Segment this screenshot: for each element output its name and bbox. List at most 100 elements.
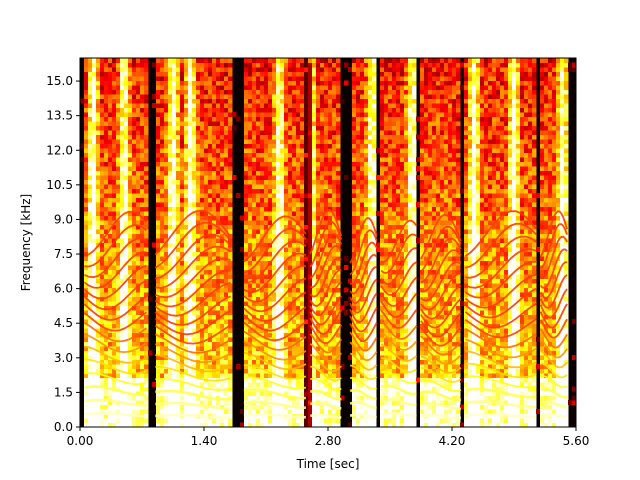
spectrogram-cell [144, 350, 149, 356]
spectrogram-cell [304, 89, 309, 95]
spectrogram-cell [248, 80, 253, 86]
spectrogram-cell [100, 382, 105, 387]
spectrogram-cell [272, 301, 277, 306]
spectrogram-cell [264, 130, 269, 135]
spectrogram-cell [224, 409, 229, 414]
spectrogram-cell [244, 328, 249, 333]
spectrogram-cell [128, 152, 133, 158]
spectrogram-cell [196, 80, 201, 86]
spectrogram-cell [168, 359, 173, 365]
spectrogram-cell [304, 85, 309, 90]
spectrogram-cell [204, 238, 209, 243]
spectrogram-cell [116, 355, 121, 360]
spectrogram-cell [132, 373, 137, 378]
spectrogram-cell [184, 80, 189, 86]
spectrogram-cell [224, 242, 229, 248]
spectrogram-cell [308, 400, 313, 405]
spectrogram-cell [116, 274, 121, 279]
spectrogram-cell [140, 76, 145, 81]
spectrogram-cell [88, 184, 93, 189]
spectrogram-cell [356, 274, 361, 279]
spectrogram-cell [116, 157, 121, 162]
spectrogram-cell [124, 382, 129, 387]
spectrogram-cell [224, 67, 229, 72]
spectrogram-cell [228, 292, 233, 297]
spectrogram-cell [332, 89, 337, 95]
spectrogram-cell [352, 229, 357, 234]
spectrogram-cell [284, 112, 289, 117]
spectrogram-cell [248, 175, 253, 180]
spectrogram-cell [284, 148, 289, 153]
spectrogram-cell [128, 80, 133, 86]
spectrogram-cell [140, 184, 145, 189]
spectrogram-cell [324, 337, 329, 342]
spectrogram-cell [84, 67, 89, 72]
spectrogram-cell [220, 103, 225, 108]
spectrogram-cell [128, 157, 133, 162]
spectrogram-cell [296, 71, 301, 77]
spectrogram-cell [260, 71, 265, 77]
spectrogram-cell [212, 323, 217, 329]
spectrogram-cell [304, 229, 309, 234]
spectrogram-cell [312, 422, 317, 427]
spectrogram-cell [268, 121, 273, 126]
spectrogram-cell [88, 116, 93, 122]
spectrogram-cell [276, 346, 281, 351]
spectrogram-cell [200, 98, 205, 104]
spectrogram-cell [120, 260, 125, 266]
spectrogram-cell [96, 188, 101, 194]
spectrogram-cell [332, 337, 337, 342]
spectrogram-cell [92, 395, 97, 401]
spectrogram-cell [356, 382, 361, 387]
spectrogram-cell [324, 130, 329, 135]
spectrogram-cell [112, 251, 117, 257]
spectrogram-cell [100, 170, 105, 176]
spectrogram-cell [136, 103, 141, 108]
spectrogram-cell [220, 337, 225, 342]
spectrogram-cell [352, 116, 357, 122]
spectrogram-cell [188, 85, 193, 90]
spectrogram-cell [352, 188, 357, 194]
spectrogram-cell [288, 373, 293, 378]
spectrogram-cell [144, 152, 149, 158]
spectrogram-cell [352, 341, 357, 347]
spectrogram-cell [88, 400, 93, 405]
spectrogram-cell [208, 94, 213, 99]
spectrogram-cell [136, 287, 141, 293]
spectrogram-cell [168, 220, 173, 225]
spectrogram-cell [292, 179, 297, 185]
spectrogram-cell [164, 224, 169, 230]
spectrogram-cell [228, 404, 233, 410]
spectrogram-cell [84, 62, 89, 68]
spectrogram-cell [128, 283, 133, 288]
spectrogram-cell [112, 269, 117, 275]
spectrogram-cell [112, 359, 117, 365]
spectrogram-cell [216, 215, 221, 221]
spectrogram-cell [144, 233, 149, 239]
spectrogram-cell [100, 161, 105, 167]
spectrogram-cell [124, 175, 129, 180]
spectrogram-cell [268, 143, 273, 149]
spectrogram-cell [168, 292, 173, 297]
spectrogram-cell [144, 175, 149, 180]
spectrogram-cell [208, 206, 213, 212]
spectrogram-cell [140, 161, 145, 167]
spectrogram-cell [200, 107, 205, 113]
spectrogram-cell [332, 179, 337, 185]
spectrogram-cell [112, 143, 117, 149]
spectrogram-cell [84, 238, 89, 243]
spectrogram-cell [244, 242, 249, 248]
spectrogram-cell [292, 301, 297, 306]
spectrogram-cell [132, 310, 137, 315]
spectrogram-cell [112, 76, 117, 81]
spectrogram-cell [308, 422, 313, 427]
spectrogram-cell [320, 161, 325, 167]
spectrogram-cell [108, 220, 113, 225]
spectrogram-cell [188, 274, 193, 279]
spectrogram-cell [284, 157, 289, 162]
spectrogram-cell [172, 89, 177, 95]
spectrogram-cell [192, 220, 197, 225]
spectrogram-cell [192, 400, 197, 405]
spectrogram-cell [276, 247, 281, 252]
spectrogram-cell [200, 409, 205, 414]
